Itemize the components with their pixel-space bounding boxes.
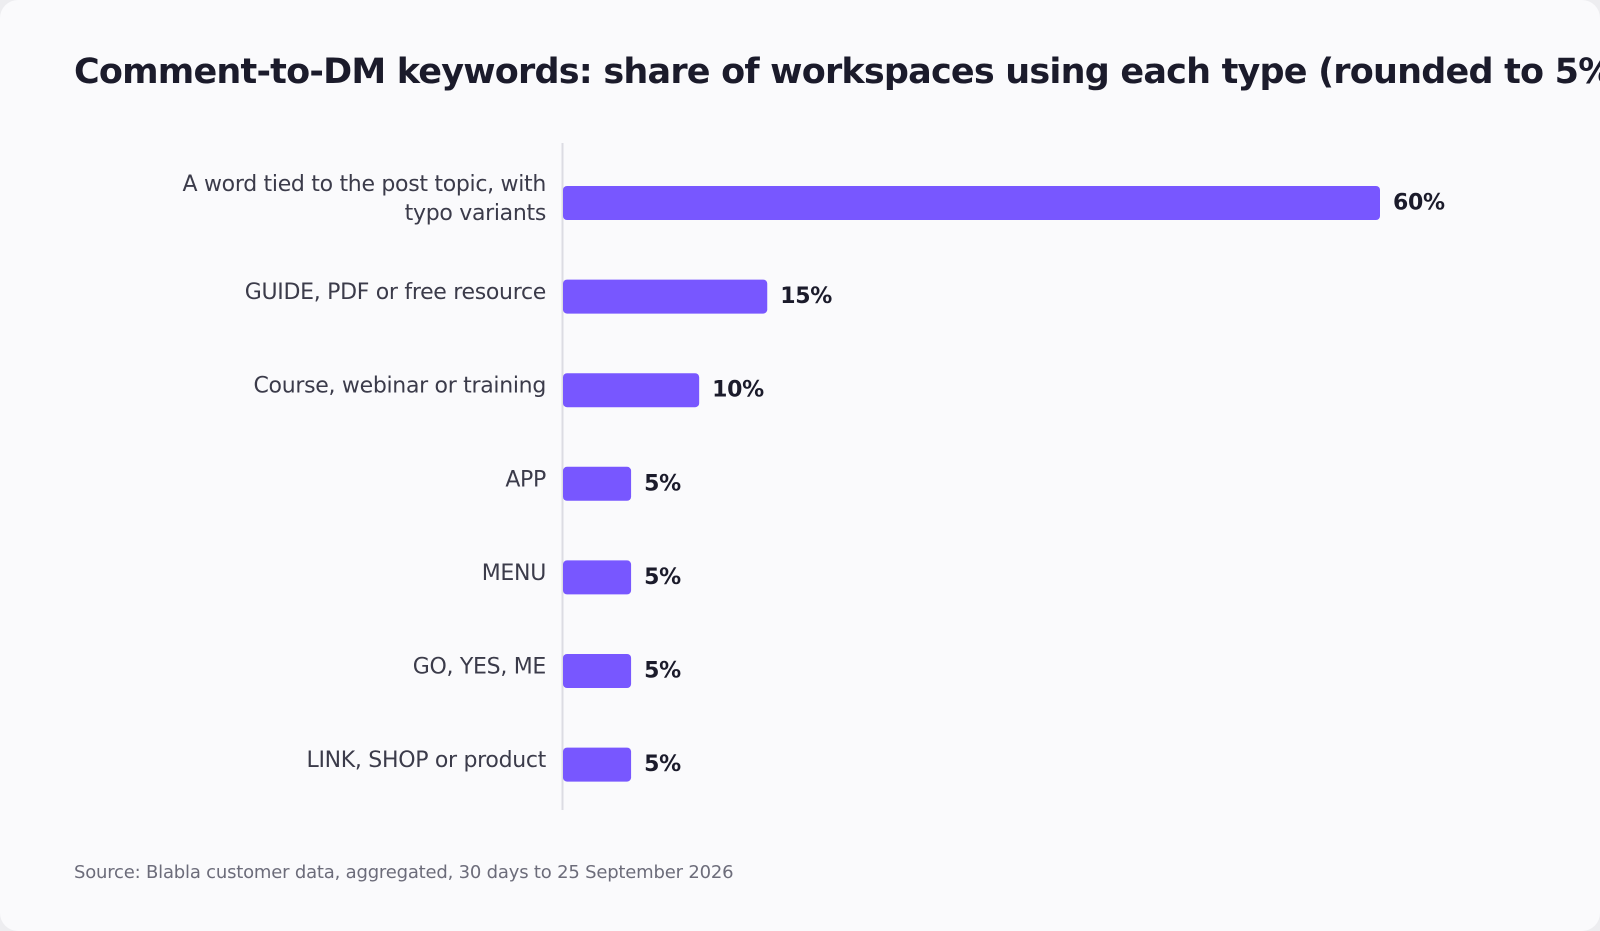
category-label-line: typo variants <box>405 201 546 226</box>
value-label-3: 5% <box>644 471 681 496</box>
value-label-5: 5% <box>644 659 681 684</box>
category-label-6: LINK, SHOP or product <box>306 748 546 773</box>
bar-4 <box>563 560 632 595</box>
category-label-2: Course, webinar or training <box>254 374 547 399</box>
bar-1 <box>563 279 768 314</box>
category-label-1: GUIDE, PDF or free resource <box>245 280 546 305</box>
category-label-0: A word tied to the post topic, with typo … <box>183 172 546 226</box>
category-labels-group: A word tied to the post topic, with typo … <box>183 172 547 773</box>
category-label-line: LINK, SHOP or product <box>306 748 546 773</box>
bar-2 <box>563 373 700 408</box>
value-label-0: 60% <box>1393 191 1445 216</box>
bar-6 <box>563 747 632 782</box>
category-label-line: GUIDE, PDF or free resource <box>245 280 546 305</box>
category-label-line: A word tied to the post topic, with <box>183 172 546 197</box>
bar-0 <box>563 186 1380 220</box>
category-label-line: MENU <box>482 561 546 586</box>
value-label-1: 15% <box>780 284 832 309</box>
category-label-line: APP <box>505 467 546 492</box>
value-label-2: 10% <box>712 378 764 403</box>
category-label-3: APP <box>505 467 546 492</box>
category-label-line: GO, YES, ME <box>413 655 546 680</box>
category-label-5: GO, YES, ME <box>413 655 546 680</box>
category-label-line: Course, webinar or training <box>254 374 547 399</box>
value-labels-group: 60% 15% 10% 5% 5% 5% 5% <box>644 191 1445 778</box>
value-label-4: 5% <box>644 565 681 590</box>
category-label-4: MENU <box>482 561 546 586</box>
bars-group <box>563 186 1380 782</box>
bar-3 <box>563 466 632 501</box>
source-note: Source: Blabla customer data, aggregated… <box>74 862 734 883</box>
bar-5 <box>563 654 632 688</box>
value-label-6: 5% <box>644 752 681 777</box>
chart-title: Comment-to-DM keywords: share of workspa… <box>74 52 1600 92</box>
